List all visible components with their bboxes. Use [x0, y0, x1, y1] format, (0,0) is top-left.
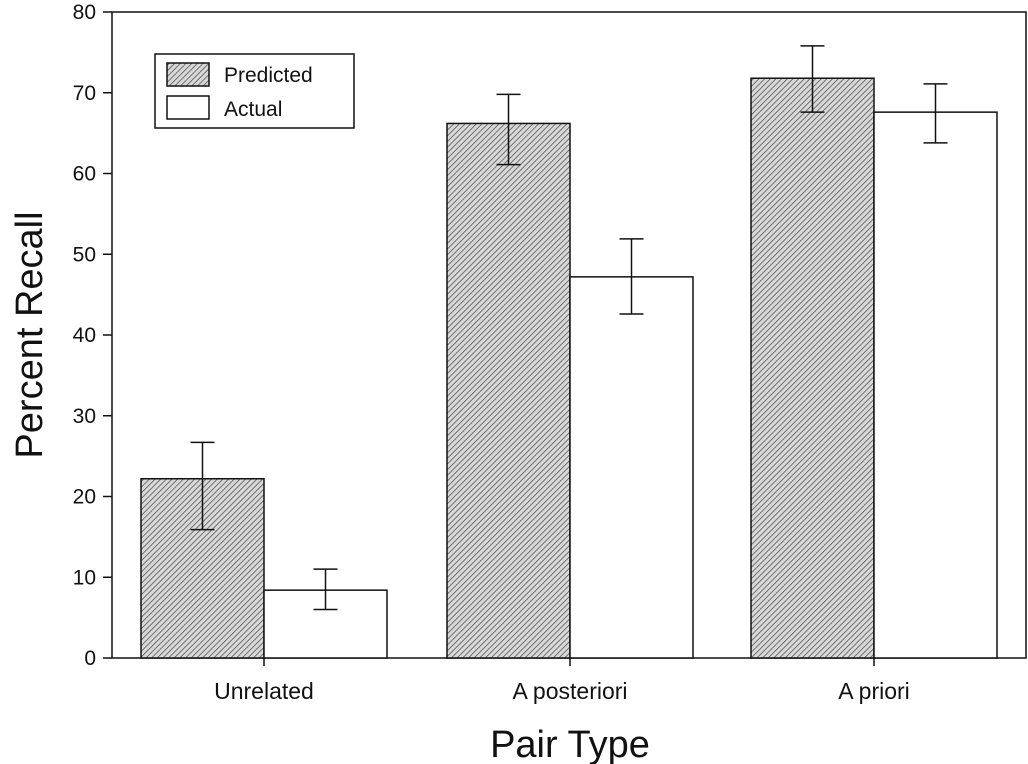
bar-actual-a-posteriori: [569, 276, 694, 659]
legend-label-actual: Actual: [224, 98, 282, 121]
plot-area: 0 10 20 30 40 50 60 70 80 Unrelated A posteriori A …: [73, 1, 1027, 704]
bar-predicted-a-priori: [750, 77, 875, 659]
legend-swatch-actual: [166, 95, 210, 120]
x-tick-label: A priori: [838, 678, 910, 704]
y-tick-label: 20: [73, 486, 96, 509]
y-tick-label: 70: [73, 82, 96, 105]
bar-actual-a-priori: [873, 111, 998, 659]
y-tick-label: 60: [73, 163, 96, 186]
x-tick-label: A posteriori: [512, 678, 627, 704]
x-tick-label: Unrelated: [214, 678, 314, 704]
y-axis-title: Percent Recall: [9, 211, 51, 458]
y-tick-label: 10: [73, 566, 96, 589]
x-axis-title: Pair Type: [490, 724, 650, 764]
y-tick-label: 0: [84, 647, 96, 670]
y-tick-label: 50: [73, 243, 96, 266]
y-tick-label: 30: [73, 405, 96, 428]
legend: Predicted Actual: [154, 53, 355, 129]
y-tick-label: 80: [73, 1, 96, 24]
legend-label-predicted: Predicted: [224, 64, 313, 87]
bar-predicted-a-posteriori: [446, 122, 571, 659]
legend-swatch-predicted: [166, 62, 210, 87]
y-tick-label: 40: [73, 324, 96, 347]
